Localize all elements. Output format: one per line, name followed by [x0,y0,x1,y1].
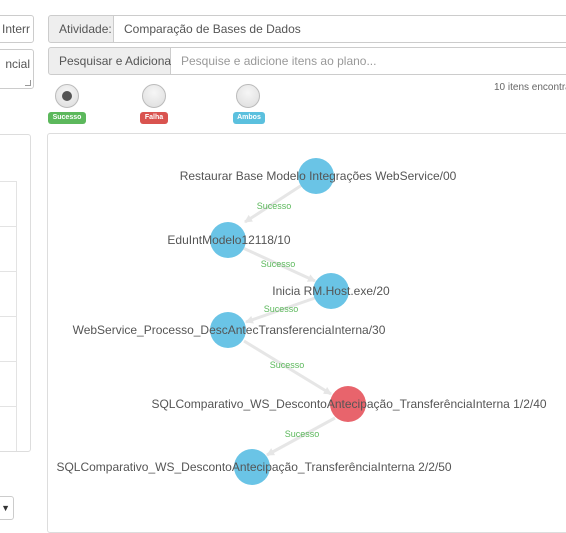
left-text-input[interactable]: Interr [0,15,34,43]
graph-edge [242,246,316,283]
node-label: Inicia RM.Host.exe/20 [272,284,390,298]
graph-edge [244,183,303,224]
table-row[interactable] [0,361,17,362]
node-label: EduIntModelo12118/10 [167,233,291,247]
table-row[interactable] [0,316,17,317]
graph-node[interactable] [298,158,334,194]
filter-radio-falha[interactable] [142,84,166,108]
edge-label: Sucesso [264,304,299,314]
graph-node[interactable] [313,273,349,309]
graph-node[interactable] [234,449,270,485]
graph-edge [243,339,332,396]
chevron-down-icon: ▼ [1,503,10,513]
left-list-table [0,181,17,451]
badge-falha: Falha [140,112,168,124]
node-label: SQLComparativo_WS_DescontoAntecipação_Tr… [151,397,546,411]
search-add-button[interactable]: Pesquisar e Adicionar [48,47,175,75]
left-list-panel [0,134,31,452]
left-textarea-value: ncial [5,57,30,71]
edge-label: Sucesso [270,360,305,370]
node-label: SQLComparativo_WS_DescontoAntecipação_Tr… [56,460,451,474]
node-label: Restaurar Base Modelo Integrações WebSer… [180,169,457,183]
graph-edge [266,416,336,457]
graph-edge [245,296,316,324]
workflow-graph: Sucesso Sucesso Sucesso Sucesso Sucesso … [56,158,547,485]
edge-label: Sucesso [257,201,292,211]
graph-node[interactable] [210,222,246,258]
node-label: WebService_Processo_DescAntecTransferenc… [73,323,386,337]
table-row[interactable] [0,226,17,227]
workflow-graph-panel [47,133,566,533]
edge-label: Sucesso [285,429,320,439]
badge-ambos: Ambos [233,112,265,124]
atividade-input[interactable]: Comparação de Bases de Dados [114,15,566,43]
left-textarea[interactable]: ncial [0,49,34,89]
radio-selected-dot [62,91,72,101]
filter-radio-ambos[interactable] [236,84,260,108]
table-row[interactable] [0,406,17,407]
graph-node[interactable] [210,312,246,348]
filter-radio-sucesso[interactable] [55,84,79,108]
search-input[interactable]: Pesquise e adicione itens ao plano... [171,47,566,75]
atividade-label: Atividade: [48,15,114,43]
graph-node[interactable] [330,386,366,422]
badge-sucesso: Sucesso [48,112,86,124]
resize-grip-icon[interactable] [25,80,31,86]
table-row[interactable] [0,271,17,272]
edge-label: Sucesso [261,259,296,269]
results-count: 10 itens encontra [494,82,566,93]
